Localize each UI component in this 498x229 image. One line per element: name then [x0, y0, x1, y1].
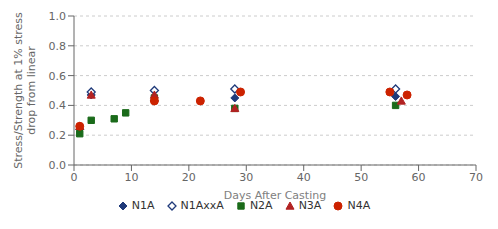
svg-text:40: 40: [297, 171, 311, 184]
html-text:N1AxxA: N1AxxA: [180, 199, 224, 212]
svg-text:70: 70: [469, 171, 483, 184]
html-text:N2A: N2A: [249, 199, 273, 212]
svg-text:0.4: 0.4: [49, 99, 67, 112]
html-text:N1A: N1A: [131, 199, 155, 212]
svg-text:Stress/Strength at 1% stressdr: Stress/Strength at 1% stressdrop from li…: [12, 12, 38, 169]
svg-text:0: 0: [71, 171, 78, 184]
svg-text:1.0: 1.0: [49, 10, 67, 23]
html-text:N4A: N4A: [347, 199, 371, 212]
html-text:N3A: N3A: [298, 199, 322, 212]
svg-text:0.6: 0.6: [49, 70, 67, 83]
svg-text:0.2: 0.2: [49, 129, 67, 142]
svg-text:20: 20: [182, 171, 196, 184]
svg-text:0.0: 0.0: [49, 159, 67, 172]
svg-text:0.8: 0.8: [49, 40, 67, 53]
svg-text:10: 10: [124, 171, 138, 184]
svg-text:30: 30: [239, 171, 253, 184]
svg-text:Days After Casting: Days After Casting: [224, 189, 326, 202]
svg-text:60: 60: [412, 171, 426, 184]
svg-text:50: 50: [354, 171, 368, 184]
